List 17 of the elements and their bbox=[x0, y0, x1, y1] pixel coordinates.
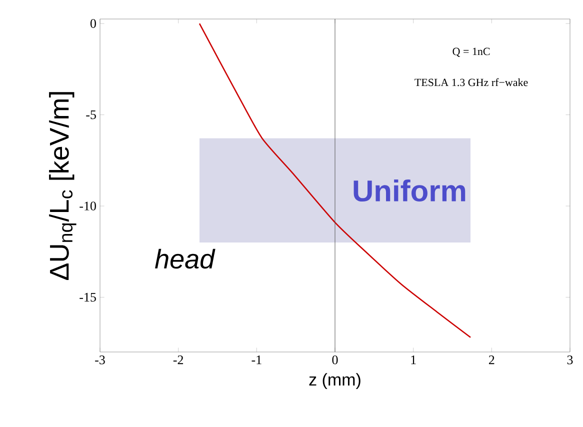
x-tick-label: 2 bbox=[488, 356, 494, 364]
x-tick-label: -2 bbox=[173, 356, 184, 364]
y-tick-label: -10 bbox=[80, 202, 96, 210]
annotation: head bbox=[155, 248, 216, 269]
y-axis-title: ΔU$_{nq}$/L$_{c}$ [keV/m] bbox=[49, 92, 76, 280]
y-tick-label: 0 bbox=[90, 19, 96, 28]
y-tick-label: -5 bbox=[86, 110, 96, 120]
x-axis-title: z (mm) bbox=[309, 373, 360, 389]
series-label: Uniform bbox=[354, 179, 466, 202]
x-tick-label: 3 bbox=[567, 356, 573, 364]
x-tick-label: 0 bbox=[332, 356, 338, 364]
x-tick-label: -3 bbox=[95, 356, 105, 364]
y-tick-label: -15 bbox=[80, 292, 96, 302]
annotation: Q = 1nC bbox=[452, 48, 490, 57]
annotation: TESLA 1.3 GHz rf−wake bbox=[414, 78, 528, 86]
x-tick-label: -1 bbox=[252, 356, 262, 364]
x-tick-label: 1 bbox=[411, 356, 416, 364]
